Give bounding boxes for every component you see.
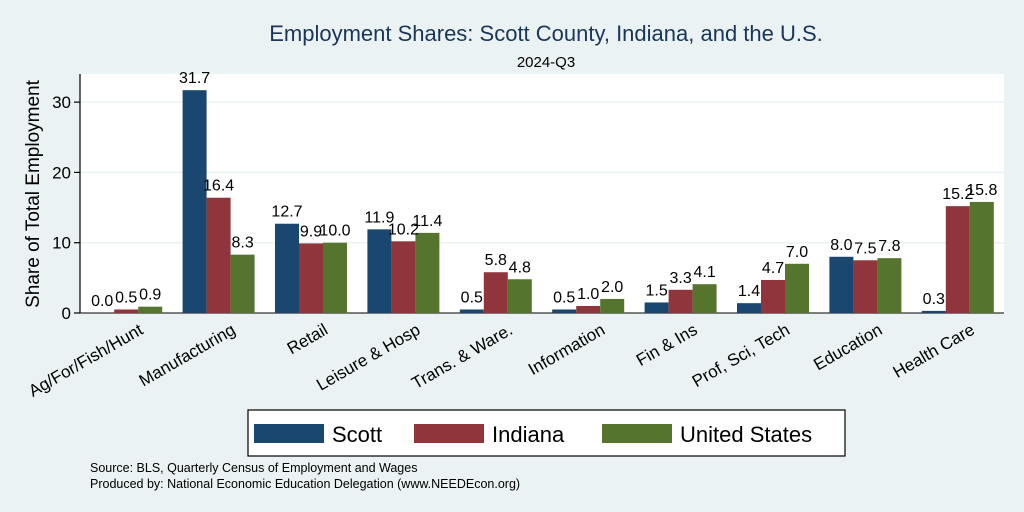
bar-indiana xyxy=(391,241,416,313)
bar-scott xyxy=(552,309,577,313)
data-label: 2.0 xyxy=(601,279,623,296)
bar-scott xyxy=(829,256,854,313)
data-label: 0.3 xyxy=(923,291,945,308)
legend: Scott Indiana United States xyxy=(247,409,846,457)
bar-scott xyxy=(182,90,207,313)
data-label: 4.7 xyxy=(762,260,784,277)
data-label: 1.4 xyxy=(738,283,760,300)
data-label: 8.3 xyxy=(231,235,253,252)
data-label: 0.5 xyxy=(553,289,575,306)
bar-indiana xyxy=(206,197,231,313)
legend-swatch-scott xyxy=(254,424,324,443)
y-tick-label: 30 xyxy=(52,93,71,112)
data-label: 4.8 xyxy=(509,259,531,276)
bar-united-states xyxy=(969,201,994,313)
data-label: 16.4 xyxy=(203,178,234,195)
data-label: 0.0 xyxy=(91,293,113,310)
bar-united-states xyxy=(785,263,809,313)
data-label: 15.8 xyxy=(966,182,997,199)
bar-united-states xyxy=(507,279,532,313)
bar-scott xyxy=(275,223,299,313)
y-tick-label: 0 xyxy=(62,304,71,323)
bar-united-states xyxy=(230,254,255,313)
bar-united-states xyxy=(323,242,347,313)
bar-united-states xyxy=(138,306,163,313)
legend-swatch-indiana xyxy=(414,424,484,443)
bar-united-states xyxy=(415,232,440,313)
bar-indiana xyxy=(761,279,785,313)
bar-indiana xyxy=(299,243,323,313)
bars xyxy=(114,90,994,313)
bar-indiana xyxy=(114,309,139,313)
data-label: 0.9 xyxy=(139,287,161,304)
legend-label: Indiana xyxy=(492,422,565,447)
bar-indiana xyxy=(576,305,601,313)
data-label: 3.3 xyxy=(669,270,691,287)
data-label: 11.4 xyxy=(412,213,442,230)
bar-scott xyxy=(737,303,761,313)
chart-subtitle: 2024-Q3 xyxy=(517,54,575,71)
y-tick-label: 20 xyxy=(52,163,71,182)
bar-indiana xyxy=(853,260,878,313)
y-axis-label: Share of Total Employment xyxy=(23,79,44,307)
legend-label: Scott xyxy=(332,422,382,447)
data-label: 1.0 xyxy=(577,286,599,303)
data-label: 5.8 xyxy=(485,252,507,269)
data-label: 10.0 xyxy=(319,223,350,240)
data-label: 7.0 xyxy=(786,244,808,261)
legend-box xyxy=(247,409,846,457)
bar-scott xyxy=(367,229,392,313)
gridlines xyxy=(80,101,1004,244)
bar-scott xyxy=(459,309,484,313)
produced-by-note: Produced by: National Economic Education… xyxy=(90,477,520,491)
data-label: 0.5 xyxy=(461,289,483,306)
data-label: 7.8 xyxy=(878,238,900,255)
chart-title: Employment Shares: Scott County, Indiana… xyxy=(269,21,823,46)
source-note: Source: BLS, Quarterly Census of Employm… xyxy=(90,461,417,475)
data-label: 8.0 xyxy=(830,237,852,254)
bar-united-states xyxy=(600,298,625,313)
data-label: 0.5 xyxy=(115,289,137,306)
data-label: 31.7 xyxy=(179,70,210,87)
data-label: 10.2 xyxy=(388,221,419,238)
data-label: 12.7 xyxy=(271,204,302,221)
legend-label: United States xyxy=(680,422,812,447)
bar-indiana xyxy=(945,206,970,313)
bar-united-states xyxy=(877,258,902,313)
data-label: 7.5 xyxy=(854,240,876,257)
bar-indiana xyxy=(483,272,508,313)
data-label: 4.1 xyxy=(693,264,715,281)
bar-scott xyxy=(921,310,946,313)
data-labels: 0.0 0.5 0.931.716.48.312.79.910.011.910.21… xyxy=(91,70,997,310)
bar-united-states xyxy=(692,284,717,313)
bar-scott xyxy=(644,302,669,313)
data-label: 15.2 xyxy=(942,186,973,203)
bar-indiana xyxy=(668,289,693,313)
data-label: 11.9 xyxy=(364,209,394,226)
y-tick-label: 10 xyxy=(52,234,71,253)
data-label: 1.5 xyxy=(645,282,667,299)
data-label: 9.9 xyxy=(300,223,322,240)
legend-swatch-united-states xyxy=(602,424,672,443)
